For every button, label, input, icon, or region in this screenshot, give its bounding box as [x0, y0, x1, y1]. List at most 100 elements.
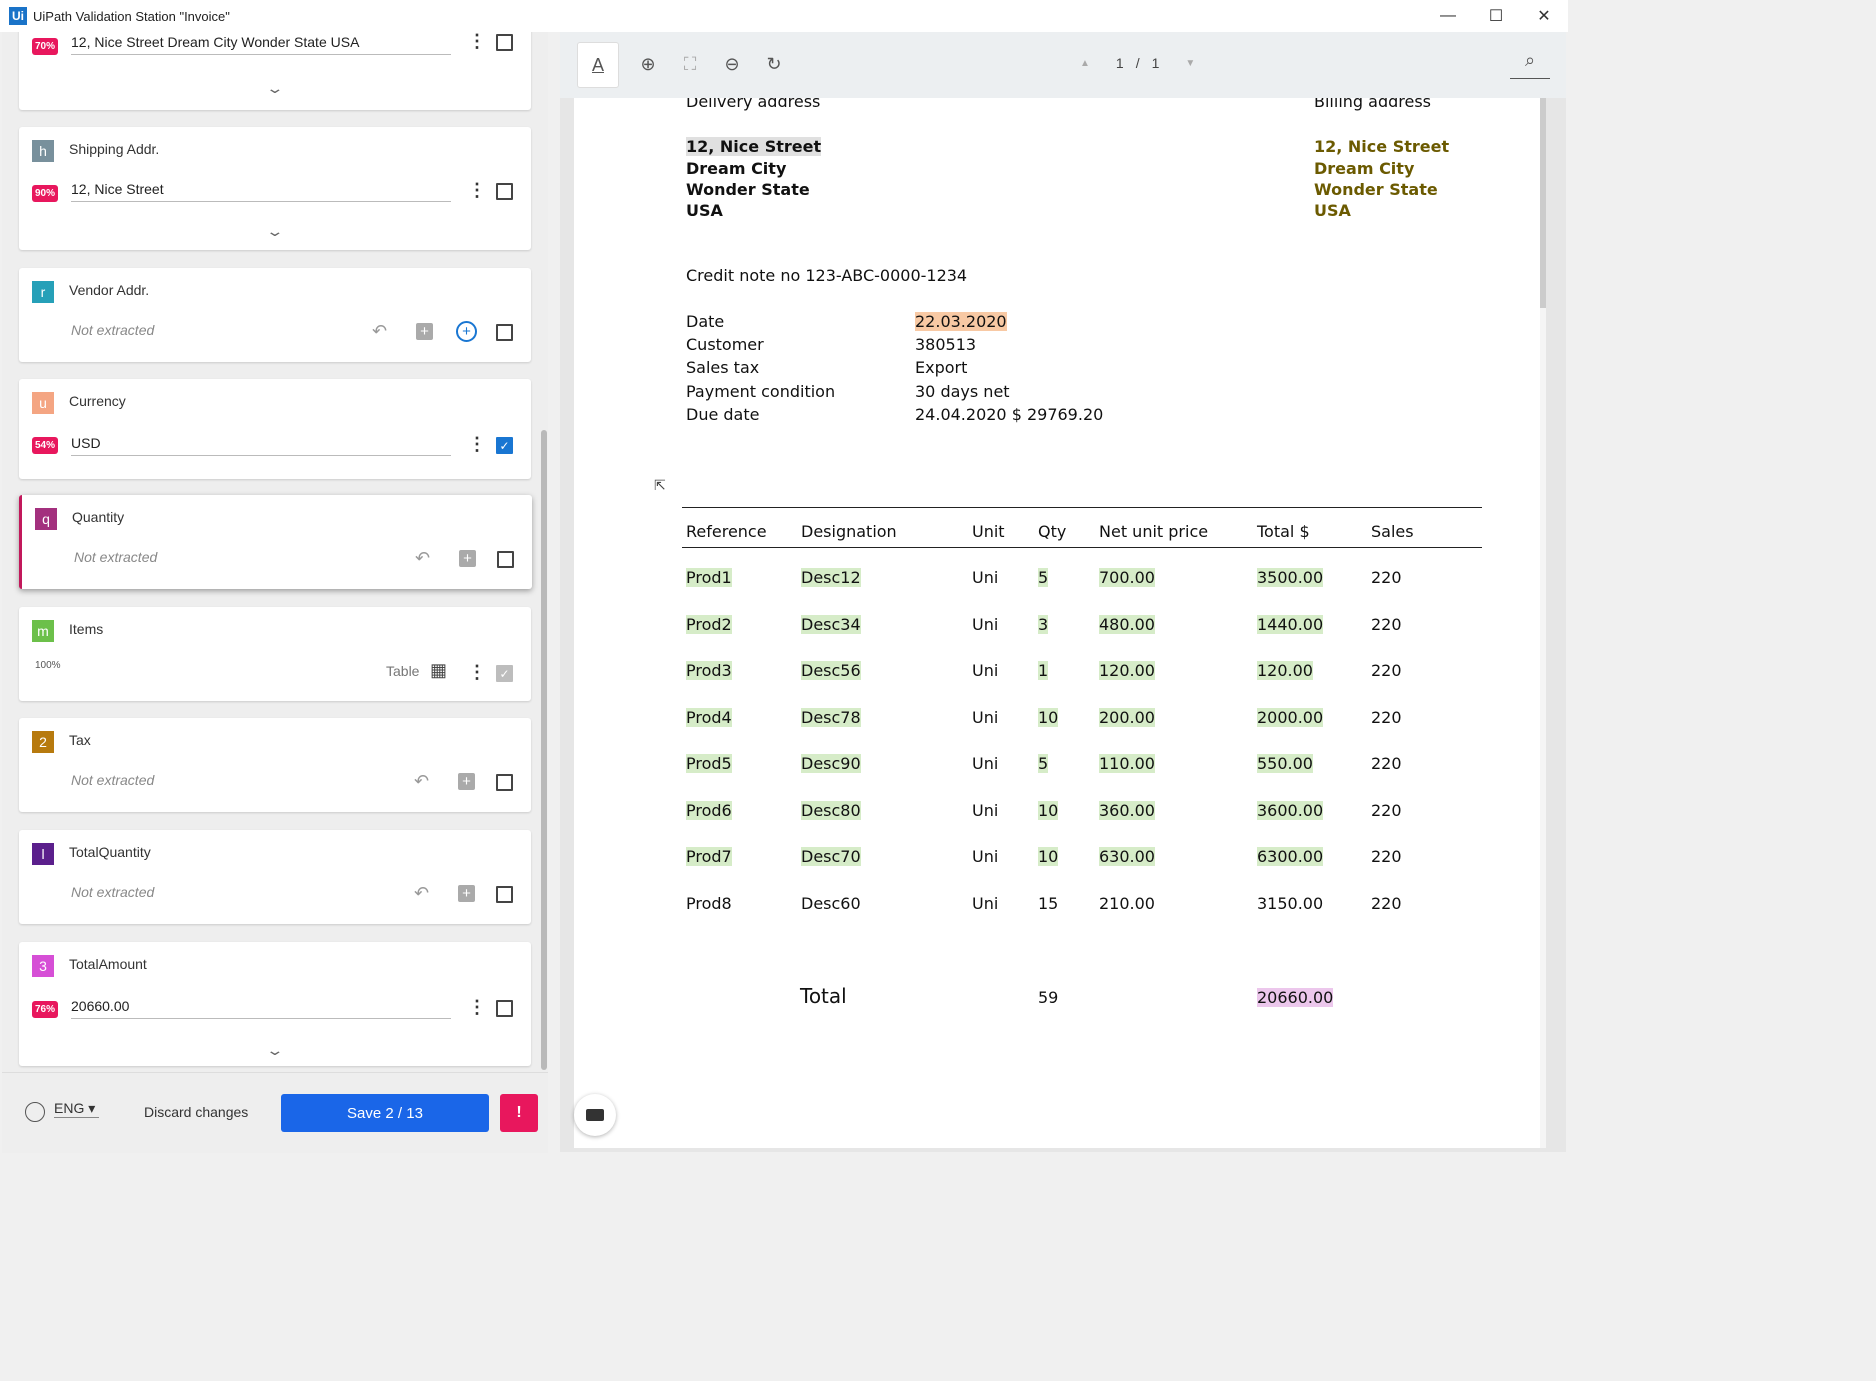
more-options-icon[interactable]: ⋮ [468, 180, 486, 200]
close-button[interactable]: ✕ [1537, 8, 1551, 25]
confirm-checkbox[interactable] [496, 324, 513, 341]
table-cell[interactable]: Uni [972, 847, 999, 866]
confirm-checkbox[interactable] [496, 774, 513, 791]
table-cell[interactable]: 15 [1038, 894, 1059, 913]
table-cell[interactable]: Desc90 [801, 754, 861, 773]
chevron-down-icon[interactable]: ⌄ [265, 1042, 285, 1058]
table-cell[interactable]: Desc70 [801, 847, 861, 866]
table-cell[interactable]: 360.00 [1099, 801, 1155, 820]
zoom-out-icon[interactable]: ⊖ [724, 53, 740, 74]
add-value-icon[interactable]: + [458, 773, 475, 790]
more-options-icon[interactable]: ⋮ [468, 997, 486, 1017]
meta-value-sales-tax[interactable]: Export [915, 358, 968, 377]
chevron-down-icon[interactable]: ⌄ [265, 223, 285, 239]
table-cell[interactable]: 480.00 [1099, 615, 1155, 634]
table-cell[interactable]: Desc34 [801, 615, 861, 634]
field-card-tax[interactable]: 2 Tax Not extracted ↶ + [19, 718, 531, 812]
table-cell[interactable]: 200.00 [1099, 708, 1155, 727]
table-cell[interactable]: Uni [972, 661, 999, 680]
field-list-scrollbar[interactable] [540, 32, 548, 1072]
keyboard-shortcuts-button[interactable] [574, 1094, 616, 1136]
table-cell[interactable]: Uni [972, 754, 999, 773]
table-cell[interactable]: Prod2 [686, 615, 732, 634]
delivery-line[interactable]: 12, Nice Street [686, 137, 822, 156]
table-cell[interactable]: Uni [972, 894, 999, 913]
field-card-total-amount[interactable]: 3 TotalAmount 76% 20660.00 ⋮ ⌄ [19, 942, 531, 1066]
table-cell[interactable]: 1440.00 [1257, 615, 1324, 634]
maximize-button[interactable]: ☐ [1488, 8, 1504, 25]
add-circle-icon[interactable]: + [456, 321, 477, 342]
table-cell[interactable]: 220 [1371, 708, 1402, 727]
text-select-icon[interactable]: A [577, 42, 619, 88]
billing-value-input[interactable]: 12, Nice Street Dream City Wonder State … [71, 32, 451, 55]
table-cell[interactable]: Prod8 [686, 894, 732, 913]
minimize-button[interactable]: — [1440, 7, 1456, 24]
table-cell[interactable]: 6300.00 [1257, 847, 1324, 866]
undo-icon[interactable]: ↶ [372, 321, 388, 341]
fit-page-icon[interactable]: ⛶ [683, 53, 697, 74]
table-cell[interactable]: 120.00 [1099, 661, 1155, 680]
credit-note-number[interactable]: Credit note no 123-ABC-0000-1234 [686, 266, 968, 285]
table-cell[interactable]: Prod6 [686, 801, 732, 820]
table-cell[interactable]: 220 [1371, 661, 1402, 680]
billing-line[interactable]: USA [1314, 201, 1351, 220]
field-card-billing[interactable]: 70% 12, Nice Street Dream City Wonder St… [19, 32, 531, 110]
table-cell[interactable]: 10 [1038, 847, 1059, 866]
confirm-checkbox[interactable] [496, 34, 513, 51]
more-options-icon[interactable]: ⋮ [468, 434, 486, 454]
panel-splitter[interactable] [548, 32, 558, 1152]
document-scrollbar[interactable] [1540, 98, 1546, 1148]
table-cell[interactable]: 210.00 [1099, 894, 1155, 913]
billing-line[interactable]: Dream City [1314, 159, 1415, 178]
table-cell[interactable]: 630.00 [1099, 847, 1155, 866]
table-cell[interactable]: Uni [972, 708, 999, 727]
shipping-value-input[interactable]: 12, Nice Street [71, 177, 451, 202]
confirm-checkbox[interactable] [496, 183, 513, 200]
delivery-line[interactable]: USA [686, 201, 723, 220]
add-value-icon[interactable]: + [459, 550, 476, 567]
more-options-icon[interactable]: ⋮ [468, 32, 486, 51]
confirm-checkbox-checked[interactable]: ✓ [496, 437, 513, 454]
field-card-vendor[interactable]: r Vendor Addr. Not extracted ↶ + + [19, 268, 531, 362]
field-card-quantity[interactable]: q Quantity Not extracted ↶ + [19, 495, 532, 589]
table-cell[interactable]: Desc78 [801, 708, 861, 727]
undo-icon[interactable]: ↶ [414, 883, 430, 903]
table-cell[interactable]: Prod3 [686, 661, 732, 680]
total-amount-value-input[interactable]: 20660.00 [71, 994, 451, 1019]
table-cell[interactable]: 550.00 [1257, 754, 1313, 773]
table-cell[interactable]: 220 [1371, 615, 1402, 634]
table-cell[interactable]: 3600.00 [1257, 801, 1324, 820]
meta-value-due-date[interactable]: 24.04.2020 $ 29769.20 [915, 405, 1104, 424]
discard-changes-button[interactable]: Discard changes [144, 1104, 249, 1120]
field-card-total-quantity[interactable]: l TotalQuantity Not extracted ↶ + [19, 830, 531, 924]
table-cell[interactable]: 3150.00 [1257, 894, 1324, 913]
zoom-in-icon[interactable]: ⊕ [640, 53, 656, 74]
page-up-icon[interactable]: ▲ [1080, 57, 1090, 69]
table-cell[interactable]: 120.00 [1257, 661, 1313, 680]
table-cell[interactable]: 220 [1371, 754, 1402, 773]
table-cell[interactable]: 3 [1038, 615, 1049, 634]
table-cell[interactable]: 10 [1038, 801, 1059, 820]
field-card-shipping[interactable]: h Shipping Addr. 90% 12, Nice Street ⋮ ⌄ [19, 127, 531, 250]
table-cell[interactable]: Prod7 [686, 847, 732, 866]
search-icon[interactable]: ⌕ [1510, 42, 1550, 79]
table-cell[interactable]: Desc80 [801, 801, 861, 820]
table-cell[interactable]: Desc60 [801, 894, 861, 913]
field-card-currency[interactable]: u Currency 54% USD ⋮ ✓ [19, 379, 531, 479]
scrollbar-thumb[interactable] [1540, 98, 1546, 308]
table-cell[interactable]: Prod4 [686, 708, 732, 727]
meta-value-date[interactable]: 22.03.2020 [915, 312, 1007, 331]
chevron-down-icon[interactable]: ⌄ [265, 80, 285, 96]
field-list[interactable]: 70% 12, Nice Street Dream City Wonder St… [2, 32, 538, 1072]
total-quantity-value[interactable]: 59 [1038, 988, 1059, 1007]
table-cell[interactable]: Uni [972, 801, 999, 820]
table-cell[interactable]: 220 [1371, 568, 1402, 587]
table-cell[interactable]: 220 [1371, 801, 1402, 820]
rotate-icon[interactable]: ↻ [766, 53, 782, 74]
confirm-checkbox[interactable] [497, 551, 514, 568]
language-select[interactable]: ENG ▾ [54, 1100, 100, 1118]
table-cell[interactable]: Desc12 [801, 568, 861, 587]
page-down-icon[interactable]: ▼ [1185, 57, 1196, 69]
table-cell[interactable]: 700.00 [1099, 568, 1155, 587]
alert-button[interactable]: ! [500, 1094, 538, 1132]
